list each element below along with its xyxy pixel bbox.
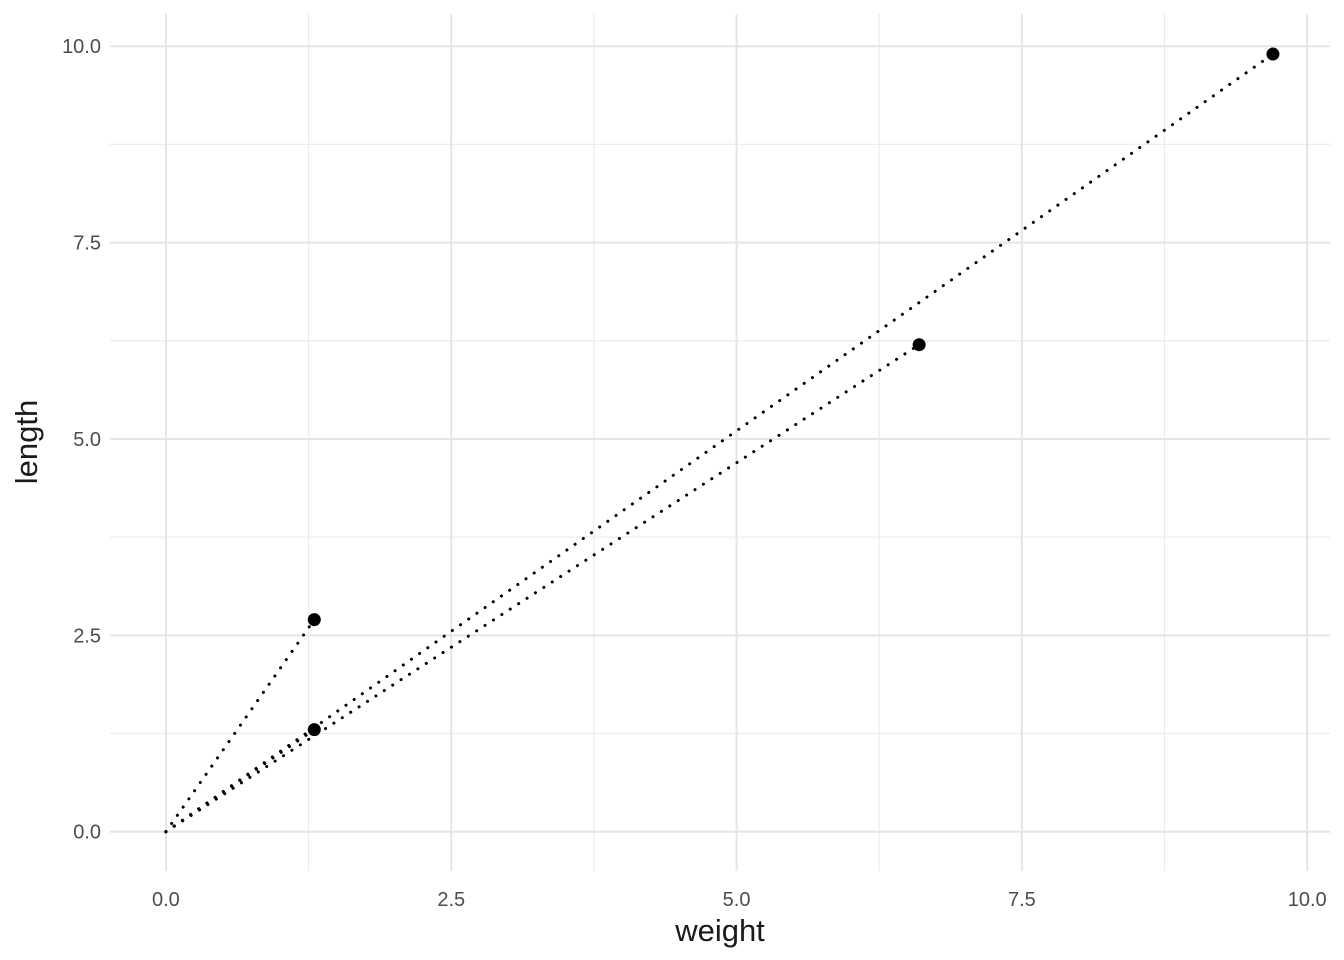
data-point bbox=[1266, 47, 1280, 61]
data-point bbox=[307, 613, 321, 627]
y-tick-label: 10.0 bbox=[62, 36, 101, 58]
x-tick-label: 0.0 bbox=[152, 889, 180, 911]
x-axis-title: weight bbox=[675, 913, 765, 948]
y-tick-label: 2.5 bbox=[73, 625, 101, 647]
origin-segment bbox=[164, 52, 1275, 834]
y-tick-label: 5.0 bbox=[73, 429, 101, 451]
x-tick-label: 2.5 bbox=[437, 889, 465, 911]
x-tick-label: 10.0 bbox=[1288, 889, 1327, 911]
data-point bbox=[307, 723, 321, 737]
x-tick-label: 5.0 bbox=[723, 889, 751, 911]
origin-segment bbox=[164, 618, 316, 834]
y-axis-title: length bbox=[9, 399, 44, 485]
y-tick-label: 7.5 bbox=[73, 233, 101, 255]
y-tick-label: 0.0 bbox=[73, 822, 101, 844]
data-point bbox=[912, 338, 926, 352]
x-tick-label: 7.5 bbox=[1008, 889, 1036, 911]
origin-segment bbox=[164, 343, 921, 834]
